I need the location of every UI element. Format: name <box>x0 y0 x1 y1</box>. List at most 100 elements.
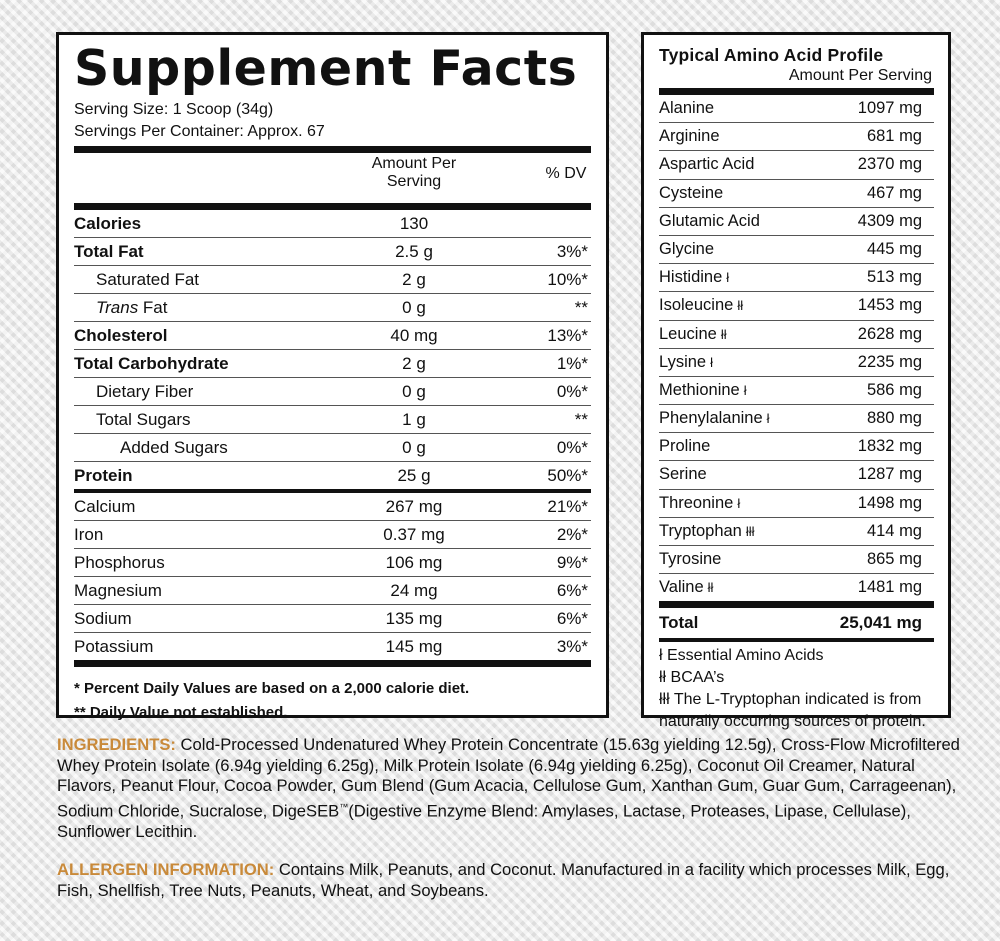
trademark-symbol: ™ <box>339 801 349 812</box>
amino-label: Valine <box>659 578 704 597</box>
nutrient-amount: 130 <box>399 214 429 233</box>
amino-row: Proline 1832 mg <box>659 433 934 462</box>
amino-label: Leucine <box>659 324 717 343</box>
mineral-row-sodium: Sodium 135 mg 6%* <box>74 605 591 633</box>
amino-label: Glycine <box>659 239 715 258</box>
amino-acid-profile-panel: Typical Amino Acid Profile Amount Per Se… <box>641 32 951 730</box>
amino-amount: 586 mg <box>866 380 922 399</box>
footnote-percent-dv: * Percent Daily Values are based on a 2,… <box>74 680 470 697</box>
amino-marker <box>707 467 711 482</box>
amino-total-row: Total 25,041 mg <box>659 608 934 638</box>
amino-marker <box>714 101 718 116</box>
ingredients-heading: INGREDIENTS: <box>57 735 176 754</box>
legend-tryptophan-line2: naturally occurring sources of protein. <box>659 713 926 731</box>
amino-row: Arginine 681 mg <box>659 123 934 152</box>
nutrient-amount: 2.5 g <box>395 242 433 261</box>
mineral-row-potassium: Potassium 145 mg 3%* <box>74 633 591 660</box>
amino-marker <box>720 129 724 144</box>
amino-row: Glycine 445 mg <box>659 236 934 265</box>
divider-thick <box>74 203 591 210</box>
nutrient-dv: 10%* <box>547 270 588 289</box>
amino-name: Glycine <box>659 236 718 263</box>
nutrient-dv: 0%* <box>556 382 588 401</box>
amino-marker <box>754 157 758 172</box>
nutrient-dv: 0%* <box>556 438 588 457</box>
amino-row: Lysine ł 2235 mg <box>659 349 934 377</box>
mineral-label: Sodium <box>74 609 132 628</box>
nutrient-row-calories: Calories 130 <box>74 210 591 238</box>
amino-amount: 2628 mg <box>857 324 922 343</box>
amino-name: Tryptophan łłł <box>659 518 755 545</box>
amino-row: Aspartic Acid 2370 mg <box>659 151 934 180</box>
nutrient-label: Cholesterol <box>74 326 168 345</box>
amino-name: Proline <box>659 433 714 460</box>
amino-row: Histidine ł 513 mg <box>659 264 934 293</box>
nutrient-dv: 50%* <box>547 466 588 485</box>
nutrient-amount: 0 g <box>402 438 426 457</box>
amino-amount: 1453 mg <box>857 296 922 315</box>
nutrient-label: Trans Fat <box>74 294 168 321</box>
amino-amount: 1481 mg <box>857 578 922 597</box>
allergen-text: Contains Milk, Peanuts, and Coconut. Man… <box>57 860 950 900</box>
divider-thick <box>74 146 591 153</box>
mineral-dv: 9%* <box>556 553 588 572</box>
nutrient-row-saturated-fat: Saturated Fat 2 g 10%* <box>74 266 591 294</box>
amino-row: Valine łł 1481 mg <box>659 574 934 601</box>
mineral-row-iron: Iron 0.37 mg 2%* <box>74 521 591 549</box>
amino-amount: 880 mg <box>866 409 922 428</box>
servings-per-container: Servings Per Container: Approx. 67 <box>74 123 325 140</box>
amino-amount: 1498 mg <box>857 493 922 512</box>
amino-label: Lysine <box>659 352 707 371</box>
nutrient-label: Dietary Fiber <box>96 382 194 401</box>
nutrient-row-dietary-fiber: Dietary Fiber 0 g 0%* <box>74 378 591 406</box>
amino-profile-subtitle: Amount Per Serving <box>788 67 932 84</box>
trans-italic: Trans <box>96 298 139 317</box>
supplement-facts-panel: Supplement Facts Serving Size: 1 Scoop (… <box>56 32 609 721</box>
serving-size: Serving Size: 1 Scoop (34g) <box>74 101 274 118</box>
nutrient-dv: ** <box>574 410 588 429</box>
amino-total-label: Total <box>659 613 699 633</box>
nutrient-row-cholesterol: Cholesterol 40 mg 13%* <box>74 322 591 350</box>
nutrient-label: Protein <box>74 466 133 485</box>
amino-profile-title: Typical Amino Acid Profile <box>659 45 884 65</box>
amino-label: Proline <box>659 437 711 456</box>
amino-label: Glutamic Acid <box>659 211 760 230</box>
legend-tryptophan-line1: łłł The L-Tryptophan indicated is from <box>659 691 922 709</box>
amino-marker: ł <box>710 354 713 370</box>
allergen-heading: ALLERGEN INFORMATION: <box>57 860 275 879</box>
nutrient-label: Saturated Fat <box>96 270 200 289</box>
amino-name: Serine <box>659 461 711 488</box>
amino-amount: 467 mg <box>866 183 922 202</box>
nutrient-amount: 1 g <box>402 410 426 429</box>
mineral-label: Potassium <box>74 637 154 656</box>
amino-name: Valine łł <box>659 574 713 601</box>
mineral-row-phosphorus: Phosphorus 106 mg 9%* <box>74 549 591 577</box>
amino-name: Leucine łł <box>659 321 727 348</box>
amino-amount: 414 mg <box>866 521 922 540</box>
amino-row: Serine 1287 mg <box>659 461 934 490</box>
legend-essential: ł Essential Amino Acids <box>659 647 824 665</box>
amino-marker: łłł <box>745 523 755 539</box>
footnote-not-established: ** Daily Value not established. <box>74 704 288 721</box>
mineral-row-calcium: Calcium 267 mg 21%* <box>74 493 591 521</box>
amino-label: Aspartic Acid <box>659 155 755 174</box>
amino-row: Tryptophan łłł 414 mg <box>659 518 934 546</box>
amino-name: Aspartic Acid <box>659 151 758 178</box>
amino-marker: łł <box>720 326 727 342</box>
divider-medium <box>659 638 934 643</box>
amount-per-serving-header: Amount Per Serving <box>364 155 464 191</box>
amino-row: Tyrosine 865 mg <box>659 546 934 575</box>
nutrient-amount: 25 g <box>397 466 431 485</box>
supplement-facts-title: Supplement Facts <box>74 40 578 97</box>
nutrient-row-total-carbohydrate: Total Carbohydrate 2 g 1%* <box>74 350 591 378</box>
amino-label: Alanine <box>659 99 715 117</box>
amino-name: Methionine ł <box>659 377 747 404</box>
nutrient-label: Calories <box>74 214 142 233</box>
amino-amount: 2235 mg <box>857 352 922 371</box>
trans-label-rest: Fat <box>138 298 168 317</box>
nutrient-amount: 2 g <box>402 354 426 373</box>
nutrient-row-added-sugars: Added Sugars 0 g 0%* <box>74 434 591 462</box>
amount-header-line2: Serving <box>386 173 442 190</box>
amino-marker: ł <box>766 411 770 427</box>
mineral-amount: 24 mg <box>390 581 438 600</box>
